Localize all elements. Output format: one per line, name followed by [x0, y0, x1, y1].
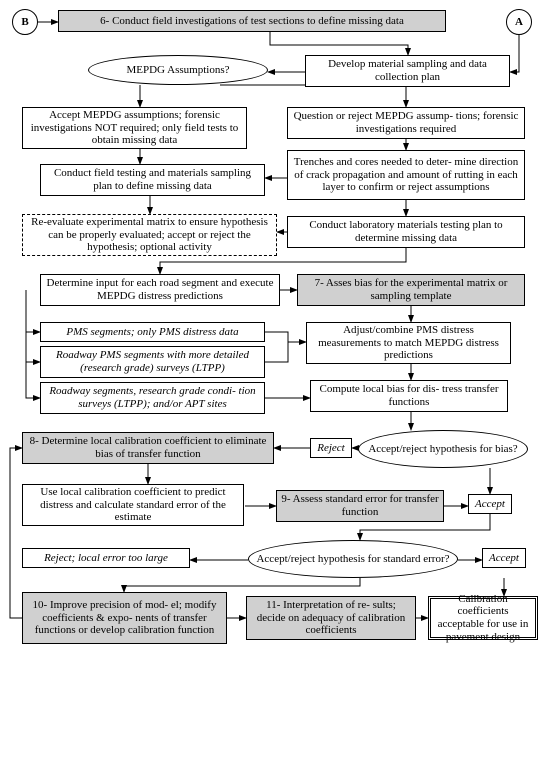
computeBias: Compute local bias for dis- tress transf…	[310, 380, 508, 412]
adjust: Adjust/combine PMS distress measurements…	[306, 322, 511, 364]
reevaluate: Re-evaluate experimental matrix to ensur…	[22, 214, 277, 256]
lblReject1: Reject	[310, 438, 352, 458]
decisionBias: Accept/reject hypothesis for bias?	[358, 430, 528, 468]
pms2: Roadway PMS segments with more detailed …	[40, 346, 265, 378]
conductLab: Conduct laboratory materials testing pla…	[287, 216, 525, 248]
connectorB: B	[12, 9, 38, 35]
acceptAssumptions: Accept MEPDG assumptions; forensic inves…	[22, 107, 247, 149]
pms1: PMS segments; only PMS distress data	[40, 322, 265, 342]
final: Calibration coefficients acceptable for …	[428, 596, 538, 640]
step9: 9- Assess standard error for transfer fu…	[276, 490, 444, 522]
connectorA: A	[506, 9, 532, 35]
step11: 11- Interpretation of re- sults; decide …	[246, 596, 416, 640]
decisionStdErr: Accept/reject hypothesis for standard er…	[248, 540, 458, 578]
decisionAssumptions: MEPDG Assumptions?	[88, 55, 268, 85]
lblAccept2: Accept	[482, 548, 526, 568]
step6: 6- Conduct field investigations of test …	[58, 10, 446, 32]
developPlan: Develop material sampling and data colle…	[305, 55, 510, 87]
step8: 8- Determine local calibration coefficie…	[22, 432, 274, 464]
useLocal: Use local calibration coefficient to pre…	[22, 484, 244, 526]
questionAssumptions: Question or reject MEPDG assump- tions; …	[287, 107, 525, 139]
conductFieldTesting: Conduct field testing and materials samp…	[40, 164, 265, 196]
lblReject2: Reject; local error too large	[22, 548, 190, 568]
trenches: Trenches and cores needed to deter- mine…	[287, 150, 525, 200]
determineInput: Determine input for each road segment an…	[40, 274, 280, 306]
step10: 10- Improve precision of mod- el; modify…	[22, 592, 227, 644]
step7: 7- Asses bias for the experimental matri…	[297, 274, 525, 306]
pms3: Roadway segments, research grade condi- …	[40, 382, 265, 414]
lblAccept1: Accept	[468, 494, 512, 514]
